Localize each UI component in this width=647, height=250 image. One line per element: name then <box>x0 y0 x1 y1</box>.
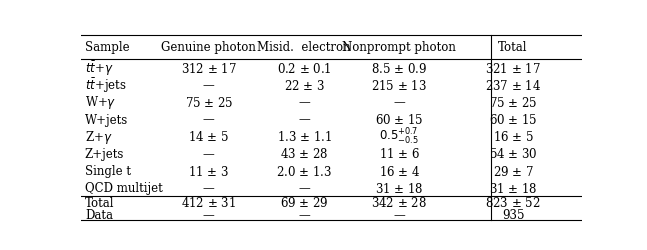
Text: 1.3 $\pm$ 1.1: 1.3 $\pm$ 1.1 <box>276 130 331 144</box>
Text: 16 $\pm$ 4: 16 $\pm$ 4 <box>378 164 420 178</box>
Text: —: — <box>298 182 310 194</box>
Text: 60 $\pm$ 15: 60 $\pm$ 15 <box>489 113 537 126</box>
Text: —: — <box>203 182 215 194</box>
Text: Sample: Sample <box>85 41 129 54</box>
Text: Misid.  electron: Misid. electron <box>258 41 351 54</box>
Text: 75 $\pm$ 25: 75 $\pm$ 25 <box>184 96 233 110</box>
Text: —: — <box>203 208 215 221</box>
Text: 43 $\pm$ 28: 43 $\pm$ 28 <box>280 147 328 161</box>
Text: 2.0 $\pm$ 1.3: 2.0 $\pm$ 1.3 <box>276 164 332 178</box>
Text: Genuine photon: Genuine photon <box>161 41 256 54</box>
Text: 823 $\pm$ 52: 823 $\pm$ 52 <box>485 196 541 209</box>
Text: —: — <box>298 96 310 109</box>
Text: —: — <box>393 208 405 221</box>
Text: Z+jets: Z+jets <box>85 147 124 160</box>
Text: $0.5^{+0.7}_{-0.5}$: $0.5^{+0.7}_{-0.5}$ <box>379 127 419 147</box>
Text: —: — <box>203 113 215 126</box>
Text: $t\bar{t}$+$\gamma$: $t\bar{t}$+$\gamma$ <box>85 59 113 78</box>
Text: —: — <box>298 208 310 221</box>
Text: 935: 935 <box>502 208 524 221</box>
Text: 8.5 $\pm$ 0.9: 8.5 $\pm$ 0.9 <box>371 62 427 75</box>
Text: 11 $\pm$ 6: 11 $\pm$ 6 <box>378 147 420 161</box>
Text: QCD multijet: QCD multijet <box>85 182 162 194</box>
Text: 29 $\pm$ 7: 29 $\pm$ 7 <box>493 164 533 178</box>
Text: 54 $\pm$ 30: 54 $\pm$ 30 <box>489 147 538 161</box>
Text: Single t: Single t <box>85 164 131 177</box>
Text: 75 $\pm$ 25: 75 $\pm$ 25 <box>489 96 537 110</box>
Text: 342 $\pm$ 28: 342 $\pm$ 28 <box>371 196 427 209</box>
Text: 22 $\pm$ 3: 22 $\pm$ 3 <box>283 78 324 92</box>
Text: —: — <box>393 96 405 109</box>
Text: 0.2 $\pm$ 0.1: 0.2 $\pm$ 0.1 <box>277 62 331 75</box>
Text: 16 $\pm$ 5: 16 $\pm$ 5 <box>492 130 534 144</box>
Text: 31 $\pm$ 18: 31 $\pm$ 18 <box>375 181 424 195</box>
Text: Z+$\gamma$: Z+$\gamma$ <box>85 128 113 145</box>
Text: 237 $\pm$ 14: 237 $\pm$ 14 <box>485 78 541 92</box>
Text: $t\bar{t}$+jets: $t\bar{t}$+jets <box>85 76 127 95</box>
Text: 60 $\pm$ 15: 60 $\pm$ 15 <box>375 113 423 126</box>
Text: Data: Data <box>85 208 113 221</box>
Text: 321 $\pm$ 17: 321 $\pm$ 17 <box>485 62 541 75</box>
Text: Nonprompt photon: Nonprompt photon <box>342 41 456 54</box>
Text: 31 $\pm$ 18: 31 $\pm$ 18 <box>489 181 537 195</box>
Text: 11 $\pm$ 3: 11 $\pm$ 3 <box>188 164 229 178</box>
Text: —: — <box>298 113 310 126</box>
Text: Total: Total <box>498 41 528 54</box>
Text: 215 $\pm$ 13: 215 $\pm$ 13 <box>371 78 427 92</box>
Text: 69 $\pm$ 29: 69 $\pm$ 29 <box>280 196 328 209</box>
Text: Total: Total <box>85 196 115 209</box>
Text: 14 $\pm$ 5: 14 $\pm$ 5 <box>188 130 229 144</box>
Text: —: — <box>203 147 215 160</box>
Text: W+$\gamma$: W+$\gamma$ <box>85 94 116 111</box>
Text: 412 $\pm$ 31: 412 $\pm$ 31 <box>181 196 236 209</box>
Text: 312 $\pm$ 17: 312 $\pm$ 17 <box>181 62 237 75</box>
Text: —: — <box>203 79 215 92</box>
Text: W+jets: W+jets <box>85 113 128 126</box>
